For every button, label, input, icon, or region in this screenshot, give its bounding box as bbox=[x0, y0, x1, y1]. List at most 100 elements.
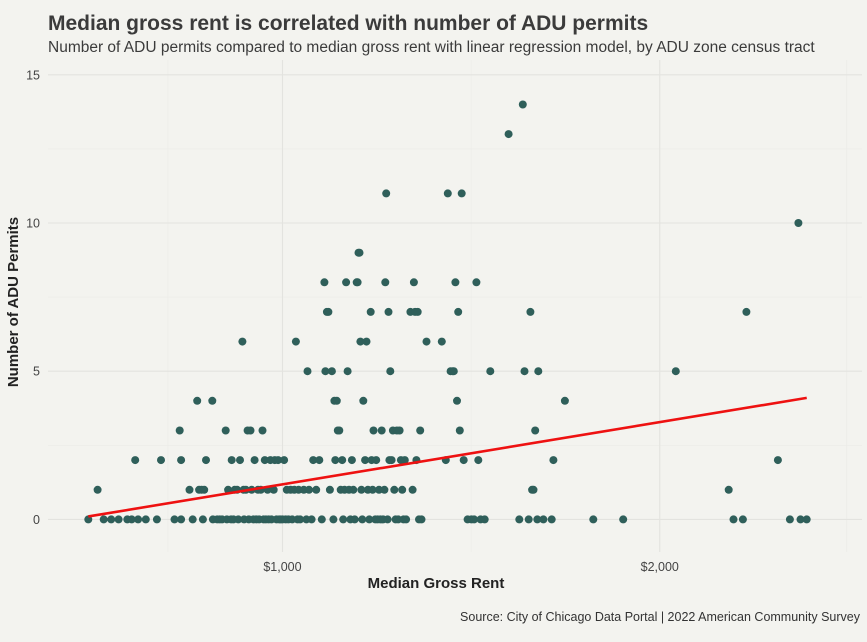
data-point bbox=[353, 278, 362, 287]
data-point bbox=[455, 426, 464, 435]
data-point bbox=[724, 485, 733, 494]
regression-line bbox=[88, 396, 807, 518]
data-point bbox=[402, 515, 411, 524]
data-point bbox=[486, 367, 495, 376]
data-point bbox=[269, 485, 278, 494]
data-point bbox=[738, 515, 747, 524]
data-point bbox=[356, 337, 365, 346]
y-tick-labels: 0 5 10 15 bbox=[26, 68, 40, 527]
data-point bbox=[534, 367, 543, 376]
data-point bbox=[520, 367, 529, 376]
data-point bbox=[742, 307, 751, 316]
data-point bbox=[208, 396, 217, 405]
data-point bbox=[141, 515, 150, 524]
data-point bbox=[366, 307, 375, 316]
data-point bbox=[200, 485, 209, 494]
data-point bbox=[234, 515, 243, 524]
y-axis-title: Number of ADU Permits bbox=[5, 217, 22, 387]
data-point bbox=[369, 426, 378, 435]
data-point bbox=[773, 456, 782, 465]
data-point bbox=[335, 426, 344, 435]
data-point bbox=[380, 485, 389, 494]
data-point bbox=[250, 456, 259, 465]
data-point bbox=[357, 485, 366, 494]
data-point bbox=[152, 515, 161, 524]
x-tick-labels: $1,000 $2,000 bbox=[263, 560, 679, 574]
data-point bbox=[296, 515, 305, 524]
data-point bbox=[325, 485, 334, 494]
data-point bbox=[221, 426, 230, 435]
data-point bbox=[384, 307, 393, 316]
data-point bbox=[472, 278, 481, 287]
data-point bbox=[417, 515, 426, 524]
data-point bbox=[246, 426, 255, 435]
data-point bbox=[383, 515, 392, 524]
data-point bbox=[99, 515, 108, 524]
data-point bbox=[457, 189, 466, 198]
data-point bbox=[309, 456, 318, 465]
data-point bbox=[794, 219, 803, 227]
data-point bbox=[518, 100, 527, 109]
data-point bbox=[349, 485, 358, 494]
data-point bbox=[454, 307, 463, 316]
data-point bbox=[400, 456, 409, 465]
data-point bbox=[359, 396, 368, 405]
data-point bbox=[305, 485, 313, 494]
data-point bbox=[198, 515, 207, 524]
data-point bbox=[280, 456, 289, 465]
y-tick-label: 15 bbox=[26, 68, 40, 82]
data-point bbox=[350, 515, 359, 524]
data-point bbox=[193, 396, 202, 405]
data-point bbox=[785, 515, 794, 524]
data-point bbox=[339, 515, 348, 524]
chart-caption: Source: City of Chicago Data Portal | 20… bbox=[460, 610, 861, 624]
data-point bbox=[291, 337, 300, 346]
data-point bbox=[185, 485, 194, 494]
data-point bbox=[274, 456, 283, 465]
data-point bbox=[453, 396, 461, 405]
data-point bbox=[338, 456, 347, 465]
data-point bbox=[312, 485, 321, 494]
data-point bbox=[332, 396, 341, 405]
data-point bbox=[802, 515, 811, 524]
data-point bbox=[177, 515, 186, 524]
chart-subtitle: Number of ADU permits compared to median… bbox=[48, 39, 815, 56]
data-point bbox=[671, 367, 680, 376]
data-point bbox=[361, 456, 370, 465]
data-point bbox=[170, 515, 179, 524]
data-point bbox=[131, 456, 140, 465]
data-point bbox=[258, 426, 267, 435]
data-point bbox=[504, 130, 513, 139]
data-point bbox=[547, 515, 556, 524]
data-point bbox=[303, 367, 312, 376]
data-point bbox=[470, 515, 479, 524]
data-points bbox=[84, 100, 811, 524]
data-point bbox=[526, 307, 535, 316]
data-point bbox=[134, 515, 143, 524]
data-point bbox=[390, 485, 399, 494]
data-point bbox=[729, 515, 738, 524]
data-point bbox=[515, 515, 524, 524]
data-point bbox=[365, 515, 374, 524]
data-point bbox=[416, 426, 425, 435]
data-point bbox=[524, 515, 533, 524]
data-point bbox=[202, 456, 210, 465]
data-point bbox=[177, 456, 186, 465]
x-tick-label: $1,000 bbox=[263, 560, 301, 574]
data-point bbox=[459, 456, 468, 465]
data-point bbox=[533, 515, 542, 524]
data-point bbox=[408, 485, 417, 494]
data-point bbox=[377, 426, 386, 435]
data-point bbox=[619, 515, 628, 524]
data-point bbox=[331, 456, 340, 465]
data-point bbox=[443, 189, 452, 198]
data-point bbox=[93, 485, 102, 494]
data-point bbox=[347, 456, 356, 465]
y-tick-label: 5 bbox=[33, 365, 40, 379]
data-point bbox=[307, 515, 316, 524]
data-point bbox=[358, 515, 367, 524]
data-point bbox=[381, 278, 390, 287]
data-point bbox=[539, 515, 548, 524]
data-point bbox=[343, 367, 352, 376]
